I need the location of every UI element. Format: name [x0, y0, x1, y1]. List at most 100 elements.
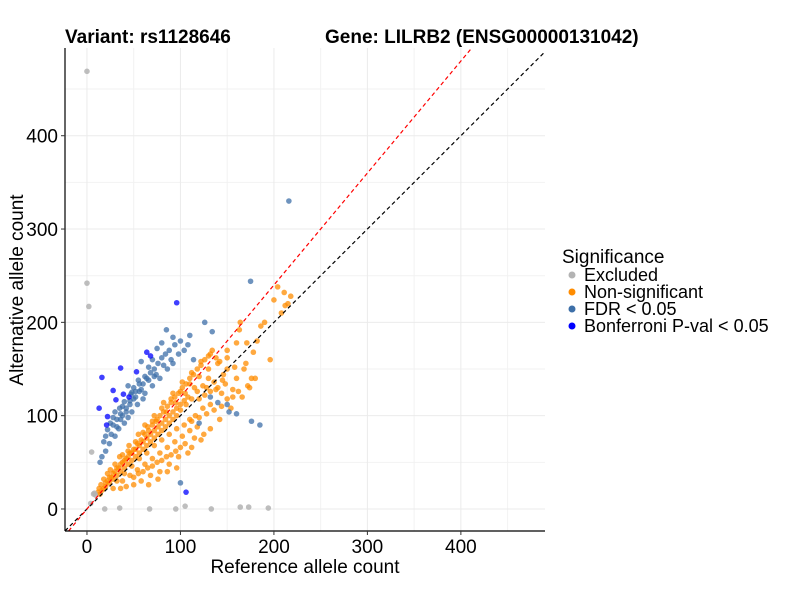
point-non-significant: [173, 412, 180, 419]
point-non-significant: [151, 442, 158, 449]
point-non-significant: [155, 431, 161, 438]
point-non-significant: [129, 463, 135, 469]
point-bonferroni: [104, 413, 111, 420]
point-fdr: [104, 426, 111, 433]
point-non-significant: [182, 440, 188, 447]
point-fdr: [209, 328, 216, 335]
point-non-significant: [235, 388, 242, 395]
point-non-significant: [191, 435, 198, 441]
point-fdr: [116, 405, 123, 411]
point-non-significant: [168, 396, 174, 402]
legend-label-excluded: Excluded: [584, 265, 658, 285]
point-bonferroni: [133, 369, 140, 375]
point-fdr: [117, 410, 124, 417]
point-fdr: [177, 338, 184, 344]
point-fdr: [226, 409, 232, 415]
point-non-significant: [162, 424, 169, 430]
point-non-significant: [117, 461, 124, 467]
point-non-significant: [278, 310, 285, 316]
point-non-significant: [145, 481, 152, 488]
point-non-significant: [191, 384, 198, 391]
point-non-significant: [243, 360, 249, 367]
point-fdr: [186, 332, 193, 339]
x-axis-ticks: 0 100 200 300 400: [82, 531, 477, 558]
legend-label-bonferroni: Bonferroni P-val < 0.05: [584, 316, 769, 336]
point-non-significant: [136, 455, 143, 462]
point-non-significant: [222, 381, 229, 387]
point-fdr: [196, 420, 202, 426]
point-fdr: [155, 360, 161, 367]
point-fdr: [115, 425, 122, 432]
point-fdr: [158, 340, 165, 346]
point-excluded: [86, 303, 92, 310]
x-tick-label: 0: [82, 537, 93, 558]
point-non-significant: [104, 470, 111, 477]
point-fdr: [112, 409, 118, 415]
point-non-significant: [239, 394, 245, 400]
point-fdr: [106, 440, 113, 447]
point-fdr: [100, 438, 107, 445]
point-non-significant: [155, 476, 161, 482]
point-non-significant: [203, 410, 210, 417]
point-bonferroni: [103, 422, 110, 428]
point-fdr: [102, 433, 109, 439]
point-non-significant: [194, 366, 201, 372]
point-bonferroni: [113, 396, 119, 403]
legend-swatch-fdr: [568, 305, 576, 313]
point-fdr: [112, 433, 118, 439]
point-non-significant: [155, 424, 161, 430]
point-non-significant: [179, 433, 186, 439]
point-non-significant: [192, 412, 199, 419]
point-fdr: [123, 405, 130, 411]
point-non-significant: [213, 355, 219, 361]
point-fdr: [138, 358, 144, 365]
point-fdr: [145, 364, 152, 370]
point-non-significant: [285, 300, 291, 307]
point-fdr: [125, 383, 131, 389]
point-non-significant: [119, 478, 126, 484]
point-fdr: [160, 362, 167, 369]
point-non-significant: [135, 431, 142, 438]
point-fdr: [102, 448, 109, 454]
point-fdr: [170, 360, 176, 367]
point-fdr: [185, 341, 191, 348]
point-non-significant: [186, 375, 193, 382]
point-non-significant: [236, 327, 243, 333]
point-fdr: [149, 383, 156, 389]
point-fdr: [224, 401, 230, 408]
point-non-significant: [149, 418, 156, 425]
point-non-significant: [218, 390, 225, 397]
title-variant: Variant: rs1128646: [65, 27, 231, 48]
point-non-significant: [173, 425, 180, 432]
point-non-significant: [168, 452, 174, 458]
point-non-significant: [112, 461, 118, 467]
point-non-significant: [271, 297, 277, 303]
reference-lines: [64, 47, 546, 532]
point-excluded: [88, 449, 95, 455]
point-fdr: [164, 366, 171, 372]
point-non-significant: [182, 390, 188, 397]
point-fdr: [247, 278, 254, 285]
point-non-significant: [130, 474, 137, 481]
point-fdr: [140, 396, 146, 402]
point-non-significant: [177, 444, 184, 451]
x-tick-label: 400: [445, 537, 477, 558]
point-non-significant: [198, 358, 204, 365]
point-fdr: [121, 420, 128, 426]
point-fdr: [175, 351, 182, 357]
point-bonferroni: [99, 374, 105, 381]
point-non-significant: [129, 457, 135, 464]
point-fdr: [110, 422, 116, 428]
point-non-significant: [261, 319, 268, 326]
point-non-significant: [175, 453, 182, 460]
y-tick-label: 0: [47, 500, 58, 521]
legend-swatch-non-significant: [568, 288, 576, 296]
point-fdr: [257, 422, 263, 428]
point-non-significant: [158, 437, 165, 443]
point-non-significant: [181, 422, 187, 428]
point-fdr: [233, 410, 240, 417]
point-fdr: [138, 386, 144, 393]
point-non-significant: [125, 448, 131, 454]
point-non-significant: [164, 444, 171, 451]
point-non-significant: [142, 422, 148, 428]
